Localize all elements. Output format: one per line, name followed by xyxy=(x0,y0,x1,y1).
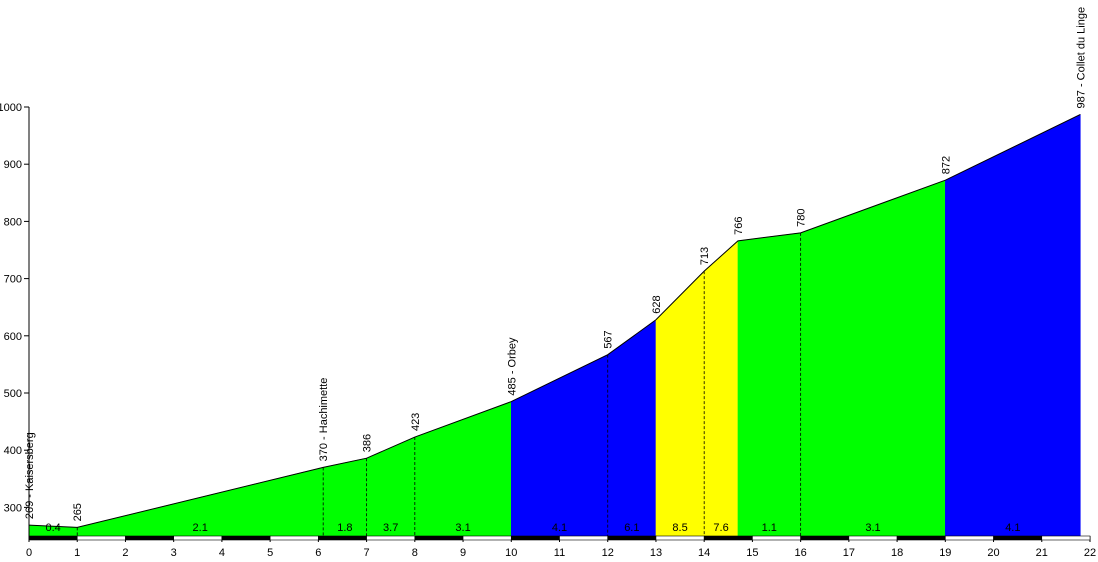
point-label-10: 766 xyxy=(733,216,745,234)
profile-line xyxy=(28,113,1081,528)
x-tick-label-8: 8 xyxy=(412,547,418,559)
point-label-11: 780 xyxy=(796,208,808,226)
point-label-9: 713 xyxy=(699,247,711,265)
y-tick-label-500: 500 xyxy=(4,388,22,400)
km-band-8 xyxy=(414,535,464,541)
x-tick-label-13: 13 xyxy=(650,547,662,559)
km-band-18 xyxy=(896,535,946,541)
km-band-6 xyxy=(318,535,367,541)
point-label-8: 628 xyxy=(651,295,663,313)
y-tick-label-600: 600 xyxy=(4,331,22,343)
km-band-5 xyxy=(269,535,319,541)
point-label-6: 485 - Orbey xyxy=(506,337,518,396)
x-tick-label-14: 14 xyxy=(698,547,710,559)
segment-area-12 xyxy=(945,114,1081,537)
x-tick-label-18: 18 xyxy=(891,547,903,559)
x-tick-label-22: 22 xyxy=(1084,547,1096,559)
gradient-label-1: 0.4 xyxy=(45,522,60,534)
x-tick-label-15: 15 xyxy=(746,547,758,559)
y-tick-label-400: 400 xyxy=(4,445,22,457)
km-band-11 xyxy=(559,535,609,541)
km-band-15 xyxy=(752,535,801,541)
gradient-label-9: 7.6 xyxy=(713,522,728,534)
x-tick-label-17: 17 xyxy=(843,547,855,559)
km-band-10 xyxy=(510,535,560,541)
profile-outline xyxy=(28,113,1081,528)
km-band-2 xyxy=(125,535,174,541)
km-band-7 xyxy=(366,535,416,541)
km-band-3 xyxy=(173,535,223,541)
x-tick-label-12: 12 xyxy=(602,547,614,559)
km-band-12 xyxy=(607,535,657,541)
x-tick-label-4: 4 xyxy=(219,547,225,559)
x-tick-label-10: 10 xyxy=(505,547,517,559)
gradient-label-2: 2.1 xyxy=(193,522,208,534)
gradient-labels: 0.4 2.1 1.8 3.7 3.1 4.1 6.1 8.5 7.6 1.1 3.1 4.1 xyxy=(45,522,1020,534)
point-label-3: 370 - Hachimette xyxy=(318,378,330,462)
segment-areas xyxy=(28,114,1081,537)
x-tick-label-6: 6 xyxy=(315,547,321,559)
segment-area-9 xyxy=(703,240,739,537)
x-tick-label-21: 21 xyxy=(1036,547,1048,559)
gradient-label-8: 8.5 xyxy=(672,522,687,534)
x-tick-label-3: 3 xyxy=(171,547,177,559)
gradient-label-4: 3.7 xyxy=(383,522,398,534)
segment-area-10 xyxy=(737,232,801,537)
x-tick-label-0: 0 xyxy=(26,547,32,559)
gradient-label-10: 1.1 xyxy=(762,522,777,534)
km-band-16 xyxy=(800,535,850,541)
y-tick-label-1000: 1000 xyxy=(0,102,22,114)
segment-area-7 xyxy=(607,319,657,537)
gradient-label-6: 4.1 xyxy=(552,522,567,534)
segment-area-5 xyxy=(414,401,512,537)
segment-dividers xyxy=(76,232,802,536)
point-label-7: 567 xyxy=(603,330,615,348)
point-label-4: 386 xyxy=(362,434,374,452)
gradient-label-12: 4.1 xyxy=(1005,522,1020,534)
gradient-label-5: 3.1 xyxy=(455,522,470,534)
point-label-2: 265 xyxy=(72,503,84,521)
y-tick-label-700: 700 xyxy=(4,274,22,286)
km-band-1 xyxy=(76,535,126,541)
x-tick-label-2: 2 xyxy=(122,547,128,559)
x-tick-label-5: 5 xyxy=(267,547,273,559)
x-tick-label-7: 7 xyxy=(364,547,370,559)
point-label-5: 423 xyxy=(410,413,422,431)
km-band-21 xyxy=(1041,535,1091,541)
point-labels: 269 - Kaisersberg 265 370 - Hachimette 386 4… xyxy=(24,7,1087,521)
km-band-19 xyxy=(945,535,994,541)
km-band-0 xyxy=(28,535,78,541)
point-label-12: 872 xyxy=(940,156,952,174)
x-tick-label-11: 11 xyxy=(554,547,565,559)
km-band-9 xyxy=(462,535,512,541)
km-band-13 xyxy=(655,535,705,541)
y-tick-label-900: 900 xyxy=(4,159,22,171)
x-tick-label-1: 1 xyxy=(74,547,80,559)
segment-area-6 xyxy=(511,354,608,537)
x-tick-label-19: 19 xyxy=(939,547,951,559)
x-tick-label-20: 20 xyxy=(987,547,999,559)
km-band-4 xyxy=(221,535,271,541)
y-tick-label-300: 300 xyxy=(4,502,22,514)
km-band-20 xyxy=(993,535,1043,541)
x-tick-label-9: 9 xyxy=(460,547,466,559)
km-band xyxy=(28,535,1091,541)
km-band-17 xyxy=(848,535,898,541)
gradient-label-11: 3.1 xyxy=(865,522,880,534)
x-tick-label-16: 16 xyxy=(795,547,807,559)
point-label-13: 987 - Collet du Linge xyxy=(1075,7,1087,109)
km-band-14 xyxy=(703,535,753,541)
gradient-label-3: 1.8 xyxy=(337,522,352,534)
y-tick-label-800: 800 xyxy=(4,216,22,228)
point-label-1: 269 - Kaisersberg xyxy=(24,432,36,519)
gradient-label-7: 6.1 xyxy=(624,522,639,534)
segment-area-11 xyxy=(800,179,946,537)
segment-area-8 xyxy=(655,270,705,537)
